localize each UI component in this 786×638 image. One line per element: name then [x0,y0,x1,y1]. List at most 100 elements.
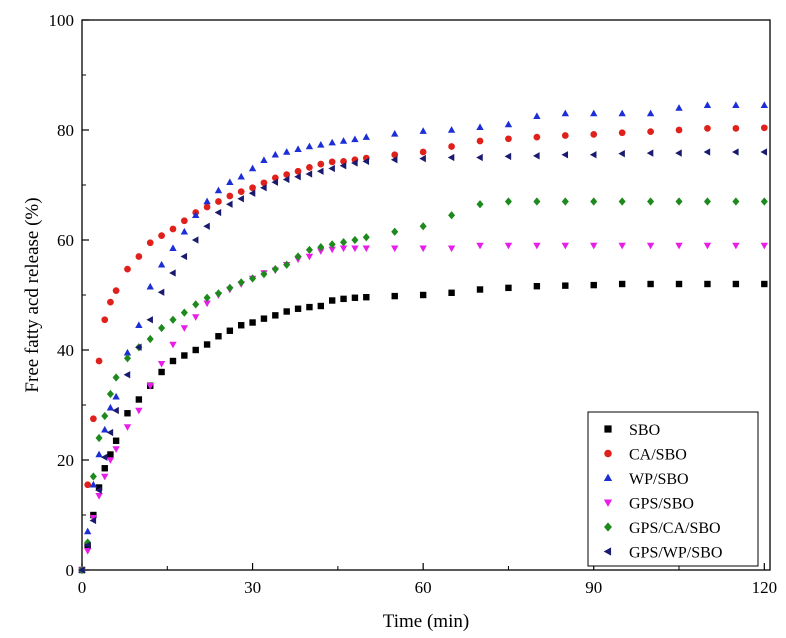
data-point [590,109,598,117]
legend-label: CA/SBO [629,447,687,464]
legend-marker [603,499,613,507]
data-point [107,451,114,458]
legend-item: CA/SBO [604,447,687,464]
data-point [112,373,120,382]
data-point [647,128,654,136]
data-point [272,312,279,319]
data-point [169,357,177,365]
data-point [328,246,336,254]
data-point [590,197,598,206]
data-point [192,211,200,218]
data-point [362,245,370,253]
data-point [180,217,188,225]
data-point [675,126,683,134]
data-point [305,170,313,178]
data-point [317,248,325,255]
data-point [732,280,740,288]
data-point [618,109,626,117]
data-point [447,153,455,162]
data-point [294,145,302,152]
data-point [328,297,336,304]
data-point [146,334,154,344]
data-point [647,280,654,288]
data-point [203,203,211,211]
series-sbo [78,280,768,574]
legend-label: GPS/CA/SBO [629,520,721,537]
data-point [328,240,336,249]
data-point [191,236,199,244]
legend-item: GPS/SBO [603,496,694,513]
data-point [419,148,427,156]
data-point [90,511,97,519]
y-tick-label: 0 [66,561,75,580]
data-point [124,410,131,417]
legend-label: WP/SBO [629,471,689,488]
x-tick-label: 30 [244,578,261,597]
data-point [476,286,484,293]
data-point [123,348,132,356]
data-point [419,245,427,253]
data-point [135,396,143,403]
x-tick-label: 90 [585,578,602,597]
data-point [146,239,154,247]
data-point [89,480,98,488]
data-point [203,293,211,302]
data-point [95,484,103,491]
data-point [476,123,484,130]
data-point [618,129,626,137]
data-point [448,211,456,220]
data-point [283,171,291,178]
data-point [390,156,398,164]
data-point [533,197,541,206]
data-point [505,284,512,292]
data-point [391,292,398,300]
data-point [260,315,268,322]
data-point [249,184,256,192]
data-point [561,109,569,117]
data-point [647,197,655,206]
data-point [732,101,740,108]
data-point [112,392,120,400]
data-point [362,233,370,242]
data-point [646,242,655,250]
legend-label: GPS/SBO [629,496,694,513]
data-point [123,424,132,431]
data-point [226,283,234,293]
data-point [476,137,484,145]
data-point [618,242,626,250]
data-point [101,425,109,433]
legend: SBO CA/SBO WP/SBO GPS/SBO GPS/CA/SBO GPS/WP/S… [587,411,759,567]
data-point [703,242,712,250]
data-point [294,252,302,261]
data-point [590,242,598,250]
data-point [169,315,177,324]
data-point [78,566,85,574]
y-tick-label: 20 [57,451,74,470]
series-ca-sbo [78,124,768,574]
data-point [328,158,336,166]
data-point [448,289,455,296]
data-point [181,352,188,359]
data-markers [78,101,768,575]
data-point [95,486,102,494]
data-point [214,186,223,194]
data-point [362,133,370,140]
legend-item: GPS/WP/SBO [603,545,722,562]
data-point [703,148,711,156]
data-point [124,265,131,273]
data-point [248,189,256,197]
data-point [260,184,267,192]
data-point [158,232,165,239]
legend-marker [603,473,613,482]
data-point [305,142,314,150]
data-point [169,225,177,233]
data-point [339,245,348,253]
data-point [169,269,176,277]
data-point [249,319,256,326]
legend-item: WP/SBO [603,471,689,488]
data-point [339,137,348,144]
data-point [504,242,513,250]
data-point [351,294,359,301]
data-point [158,368,165,376]
x-tick-label: 120 [752,578,778,597]
